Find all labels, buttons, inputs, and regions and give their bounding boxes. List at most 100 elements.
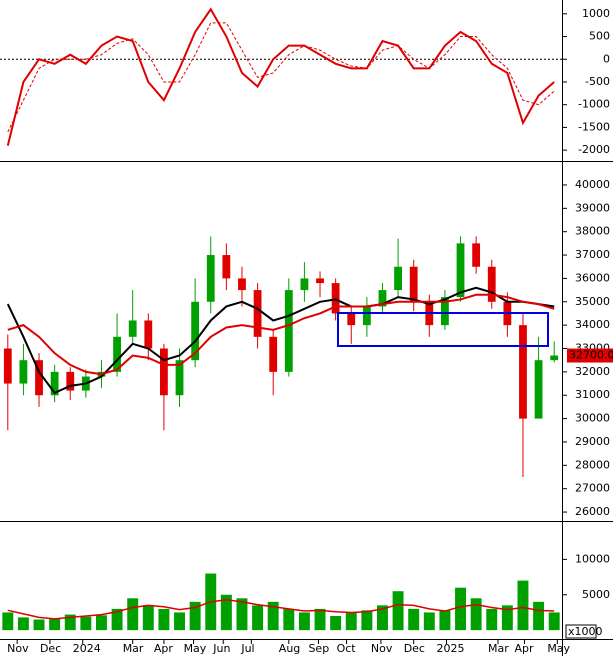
x-tick-label: Aug xyxy=(279,642,300,655)
candle-body xyxy=(394,266,402,291)
volume-bar xyxy=(298,612,310,631)
x-tick-label: Jul xyxy=(240,642,254,655)
series-line xyxy=(6,7,555,146)
series-line xyxy=(7,598,555,620)
volume-bar xyxy=(439,610,451,631)
x-tick-label: Nov xyxy=(7,642,29,655)
highlight-box xyxy=(337,312,549,347)
candle-body xyxy=(347,313,356,326)
candle-body xyxy=(269,336,278,372)
candle-body xyxy=(487,266,496,302)
candle-body xyxy=(519,325,527,419)
unit-box xyxy=(565,624,597,639)
y-tick-label: -2000 xyxy=(578,143,610,156)
candle-body xyxy=(175,360,184,396)
candle-body xyxy=(19,360,28,384)
volume-bar xyxy=(111,608,123,631)
candle-body xyxy=(222,255,231,279)
volume-bar xyxy=(189,601,201,631)
volume-bar xyxy=(80,616,92,631)
y-tick-label: 37000 xyxy=(575,248,610,261)
volume-bar xyxy=(283,608,295,631)
last-price-label: 32700.00 xyxy=(569,349,613,362)
y-tick-label: 26000 xyxy=(575,505,610,518)
volume-bar xyxy=(408,608,420,631)
volume-bar xyxy=(517,580,529,631)
y-tick-label: 27000 xyxy=(575,482,610,495)
volume-bar xyxy=(486,608,498,631)
y-tick-label: 32000 xyxy=(575,365,610,378)
volume-bar xyxy=(2,612,14,631)
candle-body xyxy=(284,290,293,372)
volume-bar xyxy=(33,619,45,631)
x-tick-label: Dec xyxy=(404,642,425,655)
volume-bar xyxy=(345,612,357,631)
volume-bar xyxy=(392,591,404,631)
candle-body xyxy=(550,355,559,361)
volume-bar xyxy=(236,598,248,631)
volume-bar xyxy=(314,608,326,631)
candle-body xyxy=(206,255,215,302)
volume-bar xyxy=(548,612,560,631)
volume-bar xyxy=(423,612,435,631)
y-tick-label: 28000 xyxy=(575,458,610,471)
candle-body xyxy=(66,371,75,391)
y-tick-label: 29000 xyxy=(575,435,610,448)
y-tick-label: 10000 xyxy=(575,552,610,565)
volume-bar xyxy=(174,612,185,631)
y-tick-label: -500 xyxy=(585,75,610,88)
candle-body xyxy=(316,278,324,284)
candle-body xyxy=(253,290,262,337)
x-tick-label: May xyxy=(547,642,570,655)
volume-bar xyxy=(361,610,373,631)
y-tick-label: 34000 xyxy=(575,318,610,331)
x-tick-label: Dec xyxy=(40,642,61,655)
x-tick-label: May xyxy=(184,642,207,655)
volume-bar xyxy=(267,601,279,631)
candle-body xyxy=(472,243,481,267)
candle-body xyxy=(191,301,200,361)
y-tick-label: 5000 xyxy=(582,588,610,601)
candle-body xyxy=(113,336,121,372)
x-tick-label: Oct xyxy=(337,642,357,655)
y-tick-label: 30000 xyxy=(575,412,610,425)
volume-bar xyxy=(127,598,139,631)
volume-bar xyxy=(252,605,264,631)
candle-body xyxy=(300,278,309,291)
volume-bar xyxy=(330,615,342,631)
series-line xyxy=(7,293,555,376)
candle-body xyxy=(128,320,137,337)
unit-label: x1000 xyxy=(568,625,603,638)
candle-body xyxy=(534,360,543,419)
x-tick-label: Nov xyxy=(371,642,393,655)
volume-bar xyxy=(49,618,61,631)
y-tick-label: 31000 xyxy=(575,388,610,401)
x-tick-label: Mar xyxy=(488,642,509,655)
candle-body xyxy=(331,283,340,314)
y-tick-label: 35000 xyxy=(575,295,610,308)
y-tick-label: 36000 xyxy=(575,271,610,284)
y-tick-label: 1000 xyxy=(582,7,610,20)
y-tick-label: 0 xyxy=(603,52,610,65)
volume-bar xyxy=(455,587,466,631)
volume-bar xyxy=(96,615,107,631)
candle-body xyxy=(378,290,387,307)
volume-bar xyxy=(377,605,388,631)
candle-body xyxy=(3,348,12,384)
volume-bar xyxy=(158,608,170,631)
candle-body xyxy=(238,278,246,291)
y-tick-label: 40000 xyxy=(575,178,610,191)
volume-bar xyxy=(533,601,545,631)
x-tick-label: 2024 xyxy=(73,642,101,655)
volume-bar xyxy=(501,605,513,631)
y-tick-label: 38000 xyxy=(575,225,610,238)
candle-body xyxy=(50,371,59,396)
candle-body xyxy=(160,348,168,396)
candle-body xyxy=(409,266,418,302)
x-tick-label: Jun xyxy=(212,642,230,655)
y-tick-label: 500 xyxy=(589,30,610,43)
y-tick-label: -1000 xyxy=(578,98,610,111)
volume-bar xyxy=(17,617,29,631)
